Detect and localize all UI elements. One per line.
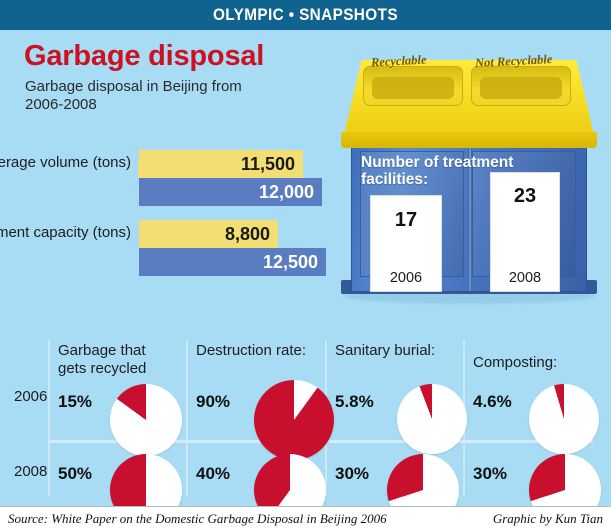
bar-group-label-2: Daily treatment capacity (tons) — [0, 224, 131, 241]
pie-chart-2008-sanitary — [387, 454, 459, 506]
pie-value-2006-destruction: 90% — [196, 392, 231, 411]
bar-value-2008-daily-treatment-capacity: 12,500 — [262, 251, 318, 272]
facility-year-2006: 2006 — [389, 270, 423, 286]
pie-value-2008-sanitary: 30% — [335, 464, 370, 483]
page-title: Garbage disposal — [24, 40, 265, 72]
pie-value-2008-destruction: 40% — [196, 464, 231, 483]
pie-cell-2006-recycled: 15% — [58, 380, 190, 460]
source-note: Source: White Paper on the Domestic Garb… — [8, 511, 387, 526]
pie-table: 2006 2008 Garbage that gets recycled Des… — [0, 330, 611, 506]
pie-cell-2008-sanitary: 30% — [335, 452, 467, 506]
banner-title: OLYMPIC • SNAPSHOTS — [213, 5, 398, 24]
facility-card-2008: 23 2008 — [490, 172, 560, 292]
treatment-facilities-title: Number of treatment facilities: — [361, 154, 514, 188]
bar-2008-daily-treatment-capacity: 12,500 — [139, 248, 326, 276]
bin-slot-not-recyclable — [471, 66, 571, 106]
pie-chart-2008-composting — [529, 454, 601, 506]
main-panel: Garbage disposal Garbage disposal in Bei… — [0, 30, 611, 506]
bar-2008-daily-average-volume: 12,000 — [139, 178, 322, 206]
bar-group-daily-treatment-capacity: Daily treatment capacity (tons) 8,800 12… — [0, 220, 326, 276]
pie-column-header-composting: Composting: — [473, 354, 558, 371]
pie-chart-2008-recycled — [110, 454, 182, 506]
bar-value-2008-daily-average-volume: 12,000 — [258, 181, 314, 202]
recycling-bin-illustration: Recyclable Not Recyclable Number of trea… — [337, 52, 605, 314]
bar-value-2006-daily-average-volume: 11,500 — [240, 153, 295, 174]
top-banner: OLYMPIC • SNAPSHOTS — [0, 0, 611, 30]
pie-column-header-recycled: Garbage that gets recycled — [58, 342, 147, 377]
bin-seam — [468, 143, 472, 291]
pie-chart-2006-sanitary — [397, 384, 467, 454]
pie-chart-2006-recycled — [110, 384, 182, 456]
pie-value-2008-recycled: 50% — [58, 464, 93, 483]
facility-card-2006: 17 2006 — [370, 195, 442, 292]
facility-count-2006: 17 — [394, 209, 418, 231]
footer-divider — [0, 506, 611, 507]
pie-cell-2008-recycled: 50% — [58, 452, 190, 506]
bar-value-2006-daily-treatment-capacity: 8,800 — [224, 223, 270, 244]
pie-cell-2006-destruction: 90% — [196, 380, 334, 460]
subtitle: Garbage disposal in Beijing from 2006-20… — [25, 78, 242, 113]
pie-value-2006-sanitary: 5.8% — [335, 392, 374, 411]
pie-chart-2006-destruction — [254, 380, 334, 460]
pie-row-year-2008: 2008 — [14, 463, 48, 480]
bin-label-recyclable: Recyclable — [370, 52, 427, 70]
pie-cell-2006-composting: 4.6% — [473, 380, 605, 460]
pie-chart-2006-composting — [529, 384, 599, 454]
pie-cell-2008-composting: 30% — [473, 452, 605, 506]
bar-2006-daily-average-volume: 11,500 — [139, 150, 303, 178]
bar-group-label-1: Daily average volume (tons) — [0, 154, 131, 171]
pie-cell-2006-sanitary: 5.8% — [335, 380, 467, 460]
facility-count-2008: 23 — [513, 185, 537, 207]
table-divider-0 — [48, 340, 50, 496]
pie-value-2006-composting: 4.6% — [473, 392, 512, 411]
pie-row-year-2006: 2006 — [14, 388, 48, 405]
bin-lid-edge — [341, 132, 597, 148]
pie-column-header-destruction: Destruction rate: — [196, 342, 307, 359]
pie-value-2006-recycled: 15% — [58, 392, 93, 411]
pie-cell-2008-destruction: 40% — [196, 452, 328, 506]
facility-year-2008: 2008 — [508, 270, 542, 286]
table-divider-1 — [186, 340, 188, 496]
pie-value-2008-composting: 30% — [473, 464, 508, 483]
bar-group-daily-average-volume: Daily average volume (tons) 11,500 12,00… — [0, 150, 322, 206]
bar-2006-daily-treatment-capacity: 8,800 — [139, 220, 278, 248]
bin-slot-recyclable — [363, 66, 463, 106]
footer: Source: White Paper on the Domestic Garb… — [0, 506, 611, 532]
graphic-credit: Graphic by Kun Tian — [492, 511, 603, 526]
pie-column-header-sanitary: Sanitary burial: — [335, 342, 436, 359]
pie-chart-2008-destruction — [254, 454, 326, 506]
